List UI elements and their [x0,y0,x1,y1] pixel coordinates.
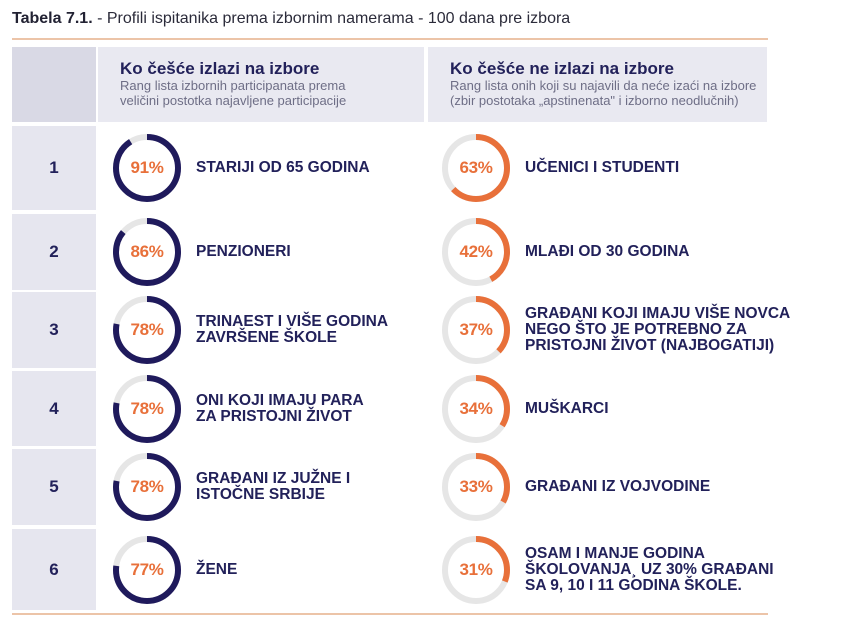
header-attend: Ko češće izlazi na izbore Rang lista izb… [98,47,424,122]
donut-chart: 31% [441,535,511,605]
group-label-line: NEGO ŠTO JE POTREBNO ZA [525,321,747,338]
group-label-line: PENZIONERI [196,243,291,260]
donut-ring-icon [113,453,181,521]
group-label-line: OSAM I MANJE GODINA [525,544,705,562]
donut-chart: 42% [441,217,511,287]
header-attend-subtitle: veličini postotka najavljene participaci… [120,93,347,108]
group-label: ŽENE [196,529,421,610]
donut-ring-icon [113,535,181,604]
donut-ring-icon [442,535,510,604]
donut-chart: 33% [441,452,511,522]
rank-number: 5 [12,449,96,525]
percent-value: 34% [459,398,493,418]
group-label: PENZIONERI [196,214,421,290]
percent-value: 63% [459,158,493,177]
percent-value: 78% [130,398,164,418]
donut-chart: 63% [441,133,511,203]
group-label: MLAĐI OD 30 GODINA [525,214,825,290]
table-title: Tabela 7.1. - Profili ispitanika prema i… [12,10,570,28]
donut-ring-icon [442,296,510,364]
group-label: STARIJI OD 65 GODINA [196,126,421,210]
donut-ring-icon [442,134,510,202]
donut-chart: 78% [112,452,182,522]
group-label: ONI KOJI IMAJU PARA ZA PRISTOJNI ŽIVOT [196,371,421,446]
rank-number: 3 [12,292,96,368]
header-abstain-title: Ko češće ne izlazi na izbore [450,59,674,78]
percent-value: 42% [459,242,493,261]
table-number: Tabela 7.1. [12,10,93,27]
group-label-line: UČENICI I STUDENTI [525,159,680,176]
header-rank-cell [12,47,96,122]
top-divider [12,38,768,40]
percent-value: 78% [130,477,164,496]
rank-number: 6 [12,529,96,610]
group-label-line: GRAĐANI KOJI IMAJU VIŠE NOVCA [525,305,791,322]
group-label: TRINAEST I VIŠE GODINA ZAVRŠENE ŠKOLE [196,292,421,368]
rank-number: 4 [12,371,96,446]
bottom-divider [12,613,768,615]
donut-chart: 78% [112,295,182,365]
rank-number: 2 [12,214,96,290]
header-attend-subtitle: Rang lista izbornih participanata prema [120,78,346,93]
group-label-line: PRISTOJNI ŽIVOT (NAJBOGATIJI) [525,337,775,354]
group-label: GRAĐANI KOJI IMAJU VIŠE NOVCA NEGO ŠTO JE… [525,292,825,368]
donut-ring-icon [442,218,510,286]
percent-value: 33% [459,477,493,496]
group-label: MUŠKARCI [525,371,825,446]
group-label-line: GRAĐANI IZ VOJVODINE [525,478,711,495]
group-label-line: SA 9, 10 I 11 GODINA ŠKOLE. [525,576,742,594]
donut-ring-icon [442,374,510,443]
percent-value: 37% [459,320,493,339]
percent-value: 31% [459,559,493,579]
group-label: OSAM I MANJE GODINA ŠKOLOVANJA¸ UZ 30% GR… [525,529,825,610]
percent-value: 91% [130,158,164,177]
donut-ring-icon [442,453,510,521]
group-label-line: ZA PRISTOJNI ŽIVOT [196,407,352,425]
group-label-line: TRINAEST I VIŠE GODINA [196,313,389,330]
donut-ring-icon [113,374,181,443]
group-label-line: ŽENE [196,560,238,578]
donut-chart: 78% [112,374,182,444]
group-label-line: MLAĐI OD 30 GODINA [525,243,690,260]
group-label-line: ZAVRŠENE ŠKOLE [196,329,337,346]
group-label-line: GRAĐANI IZ JUŽNE I [196,470,351,487]
table-caption: - Profili ispitanika prema izbornim name… [92,10,571,27]
donut-chart: 86% [112,217,182,287]
donut-ring-icon [113,134,181,202]
group-label-line: ŠKOLOVANJA¸ UZ 30% GRAĐANI [525,560,774,578]
donut-ring-icon [113,218,181,286]
group-label: GRAĐANI IZ VOJVODINE [525,449,825,525]
group-label-line: STARIJI OD 65 GODINA [196,159,370,176]
donut-chart: 34% [441,374,511,444]
percent-value: 86% [130,242,164,261]
donut-chart: 77% [112,535,182,605]
group-label-line: ONI KOJI IMAJU PARA [196,391,364,409]
header-attend-title: Ko češće izlazi na izbore [120,59,320,78]
header-abstain-subtitle: (zbir postotaka „apstinenata" i izborno … [450,93,739,108]
header-abstain-subtitle: Rang lista onih koji su najavili da neće… [450,78,757,93]
donut-chart: 37% [441,295,511,365]
rank-number: 1 [12,126,96,210]
group-label-line: MUŠKARCI [525,399,609,417]
group-label-line: ISTOČNE SRBIJE [196,486,325,503]
percent-value: 77% [130,559,164,579]
donut-ring-icon [113,296,181,364]
donut-chart: 91% [112,133,182,203]
header-abstain: Ko češće ne izlazi na izbore Rang lista … [428,47,767,122]
group-label: GRAĐANI IZ JUŽNE I ISTOČNE SRBIJE [196,449,421,525]
percent-value: 78% [130,320,164,339]
group-label: UČENICI I STUDENTI [525,126,825,210]
